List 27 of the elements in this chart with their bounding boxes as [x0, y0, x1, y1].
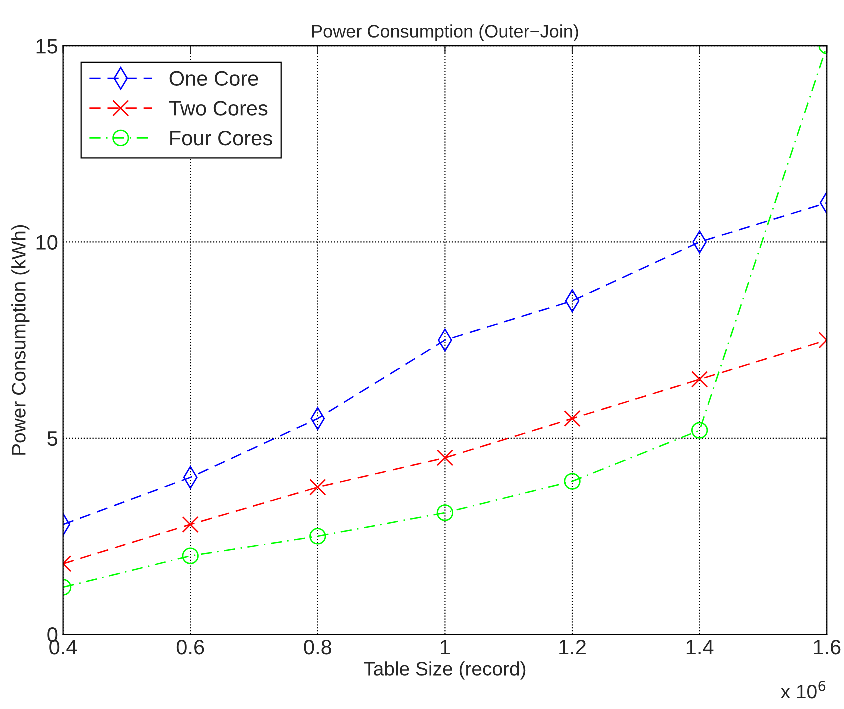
x-tick-label: 1.6 — [814, 640, 841, 655]
x-tick-label: 0.8 — [304, 640, 332, 655]
x-axis-title: Table Size (record) — [364, 662, 526, 680]
point — [310, 528, 326, 545]
point — [564, 410, 581, 428]
legend-label: One Core — [170, 71, 258, 86]
legend-label: Four Cores — [170, 130, 272, 146]
point — [691, 371, 708, 388]
y-tick-label: 15 — [36, 39, 58, 54]
chart-title: Power Consumption (Outer−Join) — [312, 24, 578, 42]
x-tick-label: 0.6 — [176, 640, 204, 655]
y-tick-label: 5 — [48, 432, 58, 446]
legend-label: Two Cores — [169, 101, 268, 116]
point — [182, 516, 199, 534]
point — [564, 473, 581, 490]
point — [310, 479, 326, 496]
y-tick-label: 10 — [36, 235, 58, 250]
text: x 10$^{6}$ — [781, 680, 826, 699]
x-tick-label: 1.2 — [560, 640, 586, 655]
point — [691, 422, 708, 439]
x-tick-label: 0.4 — [50, 640, 78, 655]
point — [436, 504, 454, 522]
x-tick-label: 1 — [441, 640, 450, 655]
x-tick-label: 1.4 — [686, 640, 714, 655]
point — [436, 450, 454, 466]
y-axis-title: Power Consumption (kWh) — [12, 225, 30, 455]
point — [182, 548, 199, 564]
